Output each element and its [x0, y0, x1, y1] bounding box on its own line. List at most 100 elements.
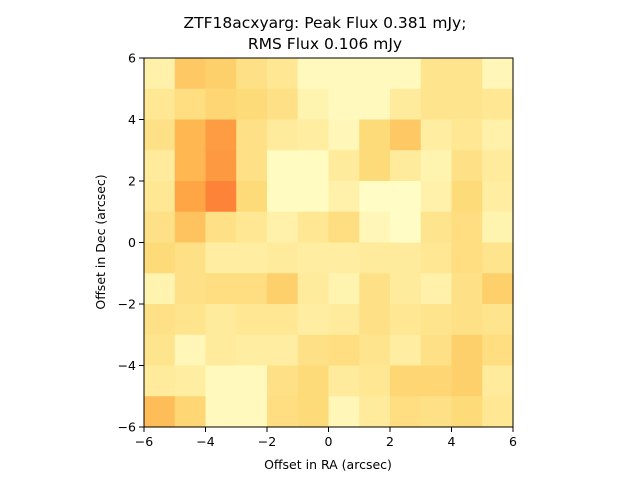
- heatmap-cell: [420, 396, 453, 428]
- heatmap-cell: [297, 304, 330, 336]
- heatmap-cell: [451, 181, 483, 213]
- heatmap-cell: [451, 273, 483, 305]
- heatmap-cell: [451, 365, 483, 397]
- x-tick-label: 4: [448, 434, 456, 449]
- x-tick-label: 2: [386, 434, 394, 449]
- y-tick-label: −4: [118, 358, 136, 373]
- heatmap-cell: [390, 334, 422, 367]
- heatmap-cell: [451, 119, 483, 151]
- heatmap-cell: [205, 365, 237, 397]
- heatmap-cell: [420, 181, 453, 213]
- heatmap-cell: [144, 58, 176, 90]
- heatmap-cell: [328, 396, 360, 428]
- heatmap-cell: [297, 58, 330, 90]
- heatmap-cell: [451, 150, 483, 182]
- heatmap-cell: [144, 273, 176, 305]
- heatmap-cell: [236, 58, 268, 90]
- heatmap-cell: [482, 242, 514, 274]
- heatmap-cell: [205, 334, 237, 367]
- heatmap-cell: [205, 211, 237, 244]
- heatmap-cell: [390, 396, 422, 428]
- heatmap-cell: [328, 119, 360, 151]
- heatmap-cell: [451, 334, 483, 367]
- heatmap-cell: [144, 211, 176, 244]
- heatmap-cell: [297, 273, 330, 305]
- heatmap-cell: [144, 365, 176, 397]
- heatmap-cell: [236, 273, 268, 305]
- heatmap-cell: [174, 58, 207, 90]
- heatmap-cell: [297, 396, 330, 428]
- heatmap-cell: [390, 273, 422, 305]
- y-tick-label: 2: [128, 174, 136, 189]
- y-axis-ticks: −6 −4 −2 0 2 4 6: [118, 51, 144, 435]
- heatmap-cell: [174, 88, 207, 121]
- heatmap-cell: [267, 88, 299, 121]
- heatmap-cell: [267, 273, 299, 305]
- heatmap-cells: [144, 58, 514, 428]
- heatmap-cell: [359, 242, 391, 274]
- heatmap-cell: [451, 304, 483, 336]
- heatmap-cell: [359, 273, 391, 305]
- y-axis-label: Offset in Dec (arcsec): [93, 174, 108, 309]
- heatmap-cell: [390, 304, 422, 336]
- heatmap-cell: [328, 211, 360, 244]
- heatmap-cell: [420, 119, 453, 151]
- heatmap-cell: [451, 396, 483, 428]
- y-tick-label: −6: [118, 420, 136, 435]
- heatmap-cell: [236, 88, 268, 121]
- heatmap-cell: [328, 88, 360, 121]
- heatmap-cell: [420, 273, 453, 305]
- heatmap-cell: [174, 365, 207, 397]
- heatmap-cell: [359, 334, 391, 367]
- heatmap-cell: [144, 150, 176, 182]
- heatmap-cell: [144, 242, 176, 274]
- heatmap-cell: [144, 88, 176, 121]
- heatmap-cell: [267, 365, 299, 397]
- heatmap-cell: [174, 211, 207, 244]
- heatmap-cell: [390, 242, 422, 274]
- heatmap-cell: [267, 242, 299, 274]
- heatmap-cell: [420, 58, 453, 90]
- heatmap-cell: [174, 150, 207, 182]
- heatmap-cell: [328, 304, 360, 336]
- heatmap-cell: [359, 211, 391, 244]
- heatmap-cell: [236, 334, 268, 367]
- y-tick-label: 4: [128, 112, 136, 127]
- chart-title-line-1: ZTF18acxyarg: Peak Flux 0.381 mJy;: [184, 14, 467, 32]
- heatmap-cell: [236, 181, 268, 213]
- heatmap-cell: [420, 88, 453, 121]
- heatmap-cell: [297, 242, 330, 274]
- heatmap-cell: [482, 334, 514, 367]
- heatmap-cell: [174, 334, 207, 367]
- heatmap-cell: [236, 150, 268, 182]
- heatmap-cell: [174, 119, 207, 151]
- x-tick-label: −2: [258, 434, 276, 449]
- heatmap-cell: [328, 150, 360, 182]
- heatmap-cell: [451, 88, 483, 121]
- heatmap-cell: [174, 396, 207, 428]
- heatmap-cell: [297, 150, 330, 182]
- heatmap-cell: [297, 365, 330, 397]
- heatmap-cell: [390, 181, 422, 213]
- heatmap-cell: [297, 119, 330, 151]
- heatmap-cell: [205, 304, 237, 336]
- heatmap-cell: [328, 242, 360, 274]
- heatmap-cell: [451, 211, 483, 244]
- heatmap-cell: [482, 88, 514, 121]
- x-tick-label: 0: [325, 434, 333, 449]
- y-tick-label: 6: [128, 51, 136, 66]
- heatmap-cell: [390, 88, 422, 121]
- heatmap-cell: [267, 119, 299, 151]
- heatmap-cell: [205, 181, 237, 213]
- heatmap-cell: [144, 396, 176, 428]
- heatmap-cell: [359, 88, 391, 121]
- heatmap-cell: [205, 242, 237, 274]
- x-tick-label: 6: [509, 434, 517, 449]
- heatmap-cell: [297, 211, 330, 244]
- x-tick-label: −6: [135, 434, 153, 449]
- y-tick-label: 0: [128, 235, 136, 250]
- heatmap-cell: [236, 365, 268, 397]
- heatmap-cell: [205, 396, 237, 428]
